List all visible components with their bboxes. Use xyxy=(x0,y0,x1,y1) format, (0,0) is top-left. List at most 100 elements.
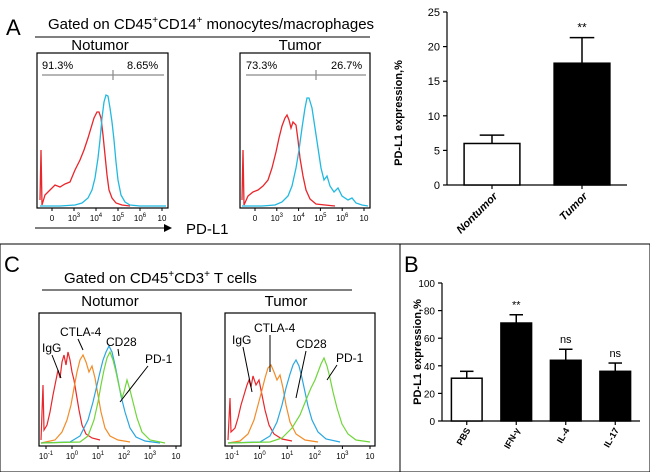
panel-c-gating-title: Gated on CD45+CD3+ T cells xyxy=(64,269,257,287)
chart-bottom-y-tick-label: 20 xyxy=(424,389,436,400)
panel-a-tick-label: 104 xyxy=(292,213,305,223)
label-pd1-notumor: PD-1 xyxy=(145,352,173,366)
label-ctla4-notumor: CTLA-4 xyxy=(60,325,102,339)
panel-c-tick-label: 100 xyxy=(253,451,266,461)
chart-bottom-category-label: IFN-γ xyxy=(502,426,522,450)
curve-cd28-notumor xyxy=(40,344,161,444)
panel-c-tick-label: 10 xyxy=(366,452,375,461)
chart-bottom-bar-il-17 xyxy=(599,370,632,422)
bar-chart-cytokines: PD-L1 expression,% 0 20 40 60 80 100 PBS ** IFN-… xyxy=(412,279,640,450)
pdl1-axis-label: PD-L1 xyxy=(186,221,229,238)
panel-c-tick-label: 10 xyxy=(172,452,181,461)
histogram-frame-c-notumor xyxy=(38,312,182,447)
gate-right-tumor: 26.7% xyxy=(331,60,362,72)
histogram-curve-isotype-notumor xyxy=(39,111,131,207)
panel-a-tick-label: 105 xyxy=(314,213,327,223)
curve-cd28-tumor xyxy=(227,358,341,444)
chart-bottom-y-tick-label: 100 xyxy=(418,279,435,290)
chart-bottom-category-label: IL-17 xyxy=(602,426,621,449)
curve-igg-notumor xyxy=(40,351,101,441)
panel-a-tick-label: 103 xyxy=(271,213,284,223)
panel-a-tick-label: 0 xyxy=(253,214,258,223)
chart-top-y-tick-label: 25 xyxy=(428,7,440,19)
label-cd28-tumor: CD28 xyxy=(296,337,327,351)
panel-c-tick-label: 100 xyxy=(66,451,79,461)
chart-top-category-label: Tumor xyxy=(558,190,591,223)
chart-top-y-tick-label: 5 xyxy=(434,145,440,157)
panel-a-tick-label: 10 xyxy=(158,214,167,223)
panel-c-tick-label: 103 xyxy=(336,451,349,461)
chart-bottom-significance-label: ** xyxy=(512,300,521,312)
chart-top-bar-nontumor xyxy=(463,142,521,186)
histogram-curve-pdl1-tumor xyxy=(242,97,369,207)
chart-bottom-y-tick-label: 80 xyxy=(424,307,436,318)
histogram-frame-c-tumor xyxy=(224,312,376,447)
panel-c-tick-label: 102 xyxy=(118,451,131,461)
chart-bottom-significance-label: ns xyxy=(609,348,621,360)
label-cd28-notumor: CD28 xyxy=(106,335,137,349)
chart-bottom-y-tick-label: 40 xyxy=(424,362,436,373)
panel-a-tick-label: 0 xyxy=(50,214,55,223)
chart-bottom-bar-ifn- xyxy=(500,322,533,422)
panel-a-gating-title: Gated on CD45+CD14+ monocytes/macrophage… xyxy=(48,15,374,33)
panel-a-tick-label: 10 xyxy=(360,214,369,223)
panel-c-axis-ticks: 10-1 100 101 102 103 10 10-1 100 101 102 103 10 xyxy=(39,446,375,461)
leader-lines-tumor xyxy=(242,335,338,399)
chart-top-ylabel: PD-L1 expression,% xyxy=(393,60,405,166)
chart-bottom-ylabel: PD-L1 expression,% xyxy=(412,299,424,405)
panel-a-tick-label: 104 xyxy=(90,213,103,223)
label-igg-tumor: IgG xyxy=(232,333,251,347)
panel-c-tick-label: 103 xyxy=(144,451,157,461)
gate-left-tumor: 73.3% xyxy=(246,60,277,72)
label-ctla4-tumor: CTLA-4 xyxy=(254,321,296,335)
curve-pd1-tumor xyxy=(227,356,371,444)
label-pd1-tumor: PD-1 xyxy=(336,351,364,365)
panel-a-axis-ticks: 0 103 104 105 106 10 0 103 104 105 106 10 xyxy=(50,208,369,223)
panel-c-letter: C xyxy=(4,252,20,277)
histogram-title-notumor: Notumor xyxy=(71,37,129,54)
chart-top-significance-label: ** xyxy=(577,21,587,35)
panel-c-tick-label: 102 xyxy=(309,451,322,461)
chart-top-category-label: Nontumor xyxy=(454,190,500,236)
gate-marker-notumor xyxy=(42,70,164,80)
panel-a: A Gated on CD45+CD14+ monocytes/macropha… xyxy=(6,15,374,238)
histogram-title-c-tumor: Tumor xyxy=(265,293,308,310)
panel-c-tick-label: 10-1 xyxy=(225,451,240,461)
panel-a-tick-label: 103 xyxy=(68,213,81,223)
panel-b-border xyxy=(399,243,650,472)
gate-right-notumor: 8.65% xyxy=(127,60,158,72)
panel-b-letter: B xyxy=(404,252,419,277)
chart-bottom-category-label: PBS xyxy=(455,426,473,447)
panel-c-tick-label: 101 xyxy=(92,451,105,461)
histogram-curve-pdl1-notumor xyxy=(40,94,166,207)
chart-bottom-y-tick-label: 60 xyxy=(424,334,436,345)
chart-bottom-category-label: IL-4 xyxy=(555,426,572,445)
panel-c-tick-label: 101 xyxy=(281,451,294,461)
bar-chart-tumor: PD-L1 expression,% 0 5 10 15 20 25 Nontumor ** T… xyxy=(393,7,627,236)
chart-top-y-tick-label: 15 xyxy=(428,76,440,88)
curve-ctla4-notumor xyxy=(40,353,131,444)
chart-bottom-bar-pbs xyxy=(450,377,483,422)
panel-a-tick-label: 105 xyxy=(112,213,125,223)
gate-marker-tumor xyxy=(246,70,366,80)
panel-a-letter: A xyxy=(6,15,21,40)
panel-c: C Gated on CD45+CD3+ T cells Notumor Tum… xyxy=(4,252,376,461)
histogram-title-tumor: Tumor xyxy=(279,37,322,54)
curve-pd1-notumor xyxy=(40,350,166,444)
chart-bottom-significance-label: ns xyxy=(560,334,572,346)
panel-a-tick-label: 106 xyxy=(134,213,147,223)
panel-c-tick-label: 10-1 xyxy=(39,451,54,461)
chart-top-bar-tumor xyxy=(553,62,611,186)
leader-lines-notumor xyxy=(51,338,149,403)
curve-ctla4-tumor xyxy=(227,363,319,444)
histogram-frame-notumor xyxy=(36,52,169,209)
histogram-title-c-notumor: Notumor xyxy=(81,293,139,310)
chart-top-y-tick-label: 0 xyxy=(434,180,440,192)
panel-a-tick-label: 106 xyxy=(336,213,349,223)
label-igg-notumor: IgG xyxy=(42,341,61,355)
arrow-head-icon xyxy=(164,224,172,232)
chart-top-y-tick-label: 20 xyxy=(428,42,440,54)
histogram-curve-isotype-tumor xyxy=(241,113,336,207)
gate-left-notumor: 91.3% xyxy=(42,60,73,72)
